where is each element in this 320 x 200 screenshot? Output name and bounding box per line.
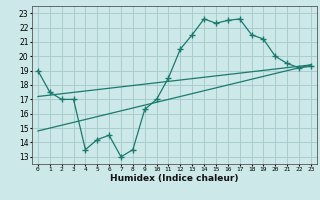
X-axis label: Humidex (Indice chaleur): Humidex (Indice chaleur): [110, 174, 239, 183]
